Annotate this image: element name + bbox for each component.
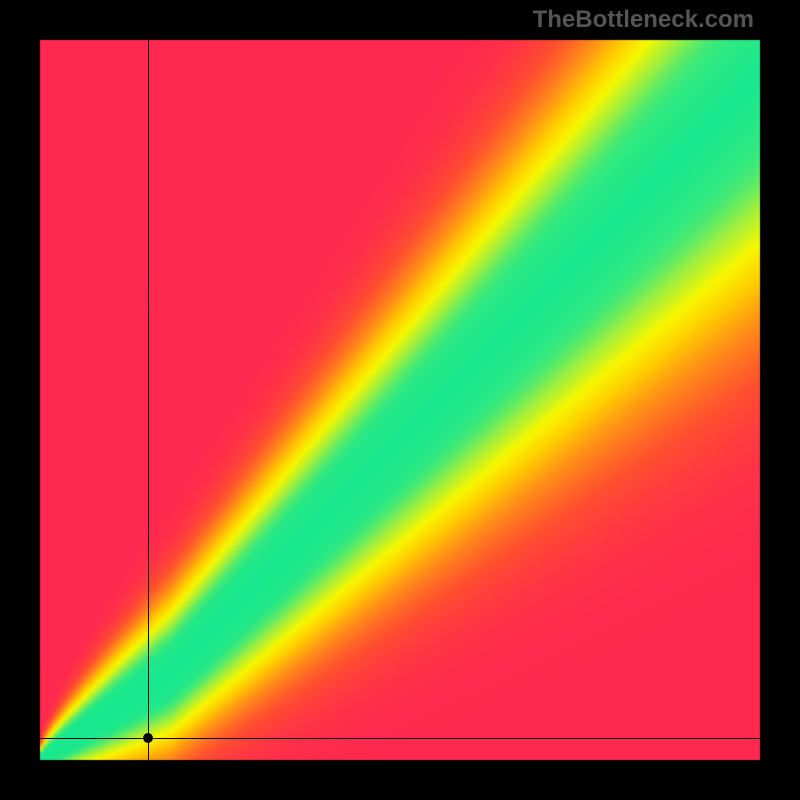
watermark-label: TheBottleneck.com [533, 6, 754, 34]
chart-container: { "watermark": { "text": "TheBottleneck.… [0, 0, 800, 800]
bottleneck-heatmap [0, 0, 800, 800]
crosshair-point [143, 733, 153, 743]
crosshair-vertical [148, 40, 149, 760]
